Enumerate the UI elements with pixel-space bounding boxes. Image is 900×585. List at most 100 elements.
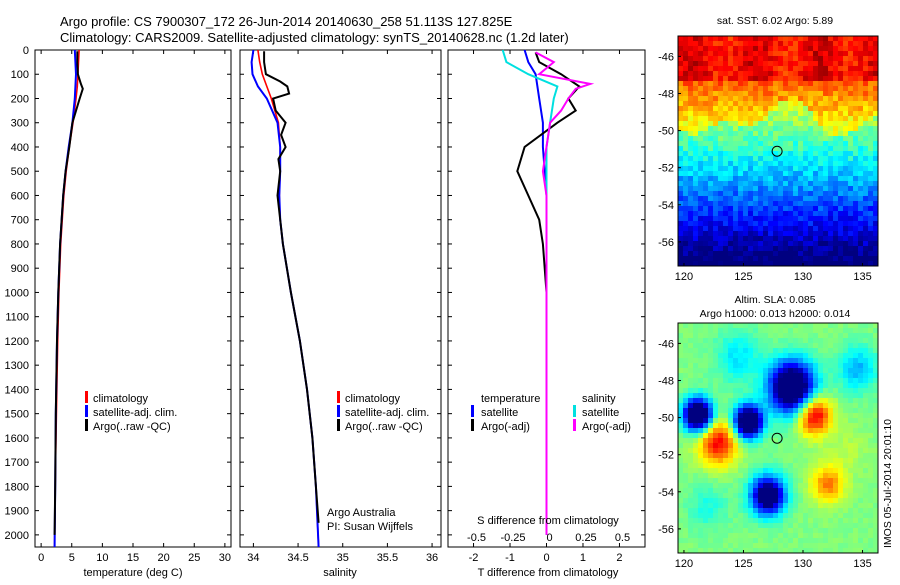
heatmap-cell — [703, 251, 709, 257]
heatmap-cell — [698, 66, 704, 72]
heatmap-cell — [783, 328, 789, 334]
heatmap-cell — [698, 428, 704, 434]
heatmap-cell — [718, 423, 724, 429]
heatmap-cell — [783, 66, 789, 72]
heatmap-cell — [798, 211, 804, 217]
heatmap-cell — [713, 518, 719, 524]
heatmap-cell — [823, 211, 829, 217]
heatmap-cell — [783, 498, 789, 504]
heatmap-cell — [773, 428, 779, 434]
legend-head-temperature: temperature — [481, 393, 540, 405]
heatmap-cell — [858, 363, 864, 369]
heatmap-cell — [728, 211, 734, 217]
heatmap-cell — [833, 101, 839, 107]
heatmap-cell — [818, 483, 824, 489]
heatmap-cell — [708, 76, 714, 82]
heatmap-cell — [753, 378, 759, 384]
heatmap-cell — [713, 86, 719, 92]
heatmap-cell — [858, 186, 864, 192]
heatmap-cell — [813, 383, 819, 389]
heatmap-cell — [778, 211, 784, 217]
heatmap-cell — [773, 493, 779, 499]
heatmap-cell — [783, 261, 789, 267]
heatmap-cell — [793, 498, 799, 504]
heatmap-cell — [793, 523, 799, 529]
heatmap-cell — [763, 76, 769, 82]
heatmap-cell — [683, 388, 689, 394]
heatmap-cell — [788, 221, 794, 227]
heatmap-cell — [733, 41, 739, 47]
heatmap-cell — [873, 408, 879, 414]
heatmap-cell — [873, 106, 879, 112]
heatmap-cell — [723, 166, 729, 172]
heatmap-cell — [838, 523, 844, 529]
heatmap-cell — [733, 216, 739, 222]
heatmap-cell — [853, 483, 859, 489]
heatmap-cell — [723, 36, 729, 42]
heatmap-cell — [873, 91, 879, 97]
heatmap-cell — [743, 403, 749, 409]
heatmap-cell — [708, 186, 714, 192]
heatmap-cell — [818, 338, 824, 344]
heatmap-cell — [738, 131, 744, 137]
heatmap-cell — [843, 443, 849, 449]
heatmap-cell — [678, 498, 684, 504]
heatmap-cell — [778, 126, 784, 132]
heatmap-cell — [763, 373, 769, 379]
heatmap-cell — [838, 448, 844, 454]
heatmap-cell — [713, 403, 719, 409]
heatmap-cell — [678, 418, 684, 424]
heatmap-cell — [693, 528, 699, 534]
heatmap-cell — [718, 323, 724, 329]
heatmap-cell — [718, 66, 724, 72]
heatmap-cell — [798, 368, 804, 374]
heatmap-cell — [793, 96, 799, 102]
heatmap-cell — [823, 196, 829, 202]
heatmap-cell — [743, 116, 749, 122]
heatmap-cell — [808, 146, 814, 152]
heatmap-cell — [743, 513, 749, 519]
heatmap-cell — [688, 388, 694, 394]
heatmap-cell — [808, 533, 814, 539]
heatmap-cell — [818, 51, 824, 57]
heatmap-cell — [723, 221, 729, 227]
heatmap-cell — [693, 81, 699, 87]
heatmap-cell — [843, 181, 849, 187]
heatmap-cell — [853, 111, 859, 117]
heatmap-cell — [768, 101, 774, 107]
heatmap-cell — [838, 61, 844, 67]
heatmap-cell — [693, 423, 699, 429]
legend-swatch-argo — [85, 419, 88, 431]
map-y-tick-label: -56 — [658, 237, 674, 249]
heatmap-cell — [743, 186, 749, 192]
heatmap-cell — [703, 483, 709, 489]
heatmap-cell — [828, 473, 834, 479]
heatmap-cell — [763, 523, 769, 529]
heatmap-cell — [808, 56, 814, 62]
heatmap-cell — [723, 323, 729, 329]
heatmap-cell — [833, 418, 839, 424]
heatmap-cell — [808, 196, 814, 202]
heatmap-cell — [768, 41, 774, 47]
heatmap-cell — [763, 413, 769, 419]
heatmap-cell — [688, 433, 694, 439]
heatmap-cell — [793, 538, 799, 544]
heatmap-cell — [843, 161, 849, 167]
heatmap-cell — [708, 333, 714, 339]
heatmap-cell — [833, 323, 839, 329]
heatmap-cell — [688, 523, 694, 529]
heatmap-cell — [793, 458, 799, 464]
heatmap-cell — [768, 191, 774, 197]
heatmap-cell — [863, 136, 869, 142]
heatmap-cell — [703, 66, 709, 72]
heatmap-cell — [868, 121, 874, 127]
heatmap-cell — [723, 151, 729, 157]
heatmap-cell — [798, 241, 804, 247]
heatmap-cell — [703, 503, 709, 509]
heatmap-cell — [678, 216, 684, 222]
heatmap-cell — [838, 513, 844, 519]
heatmap-cell — [763, 368, 769, 374]
heatmap-cell — [733, 338, 739, 344]
heatmap-cell — [808, 261, 814, 267]
heatmap-cell — [713, 136, 719, 142]
